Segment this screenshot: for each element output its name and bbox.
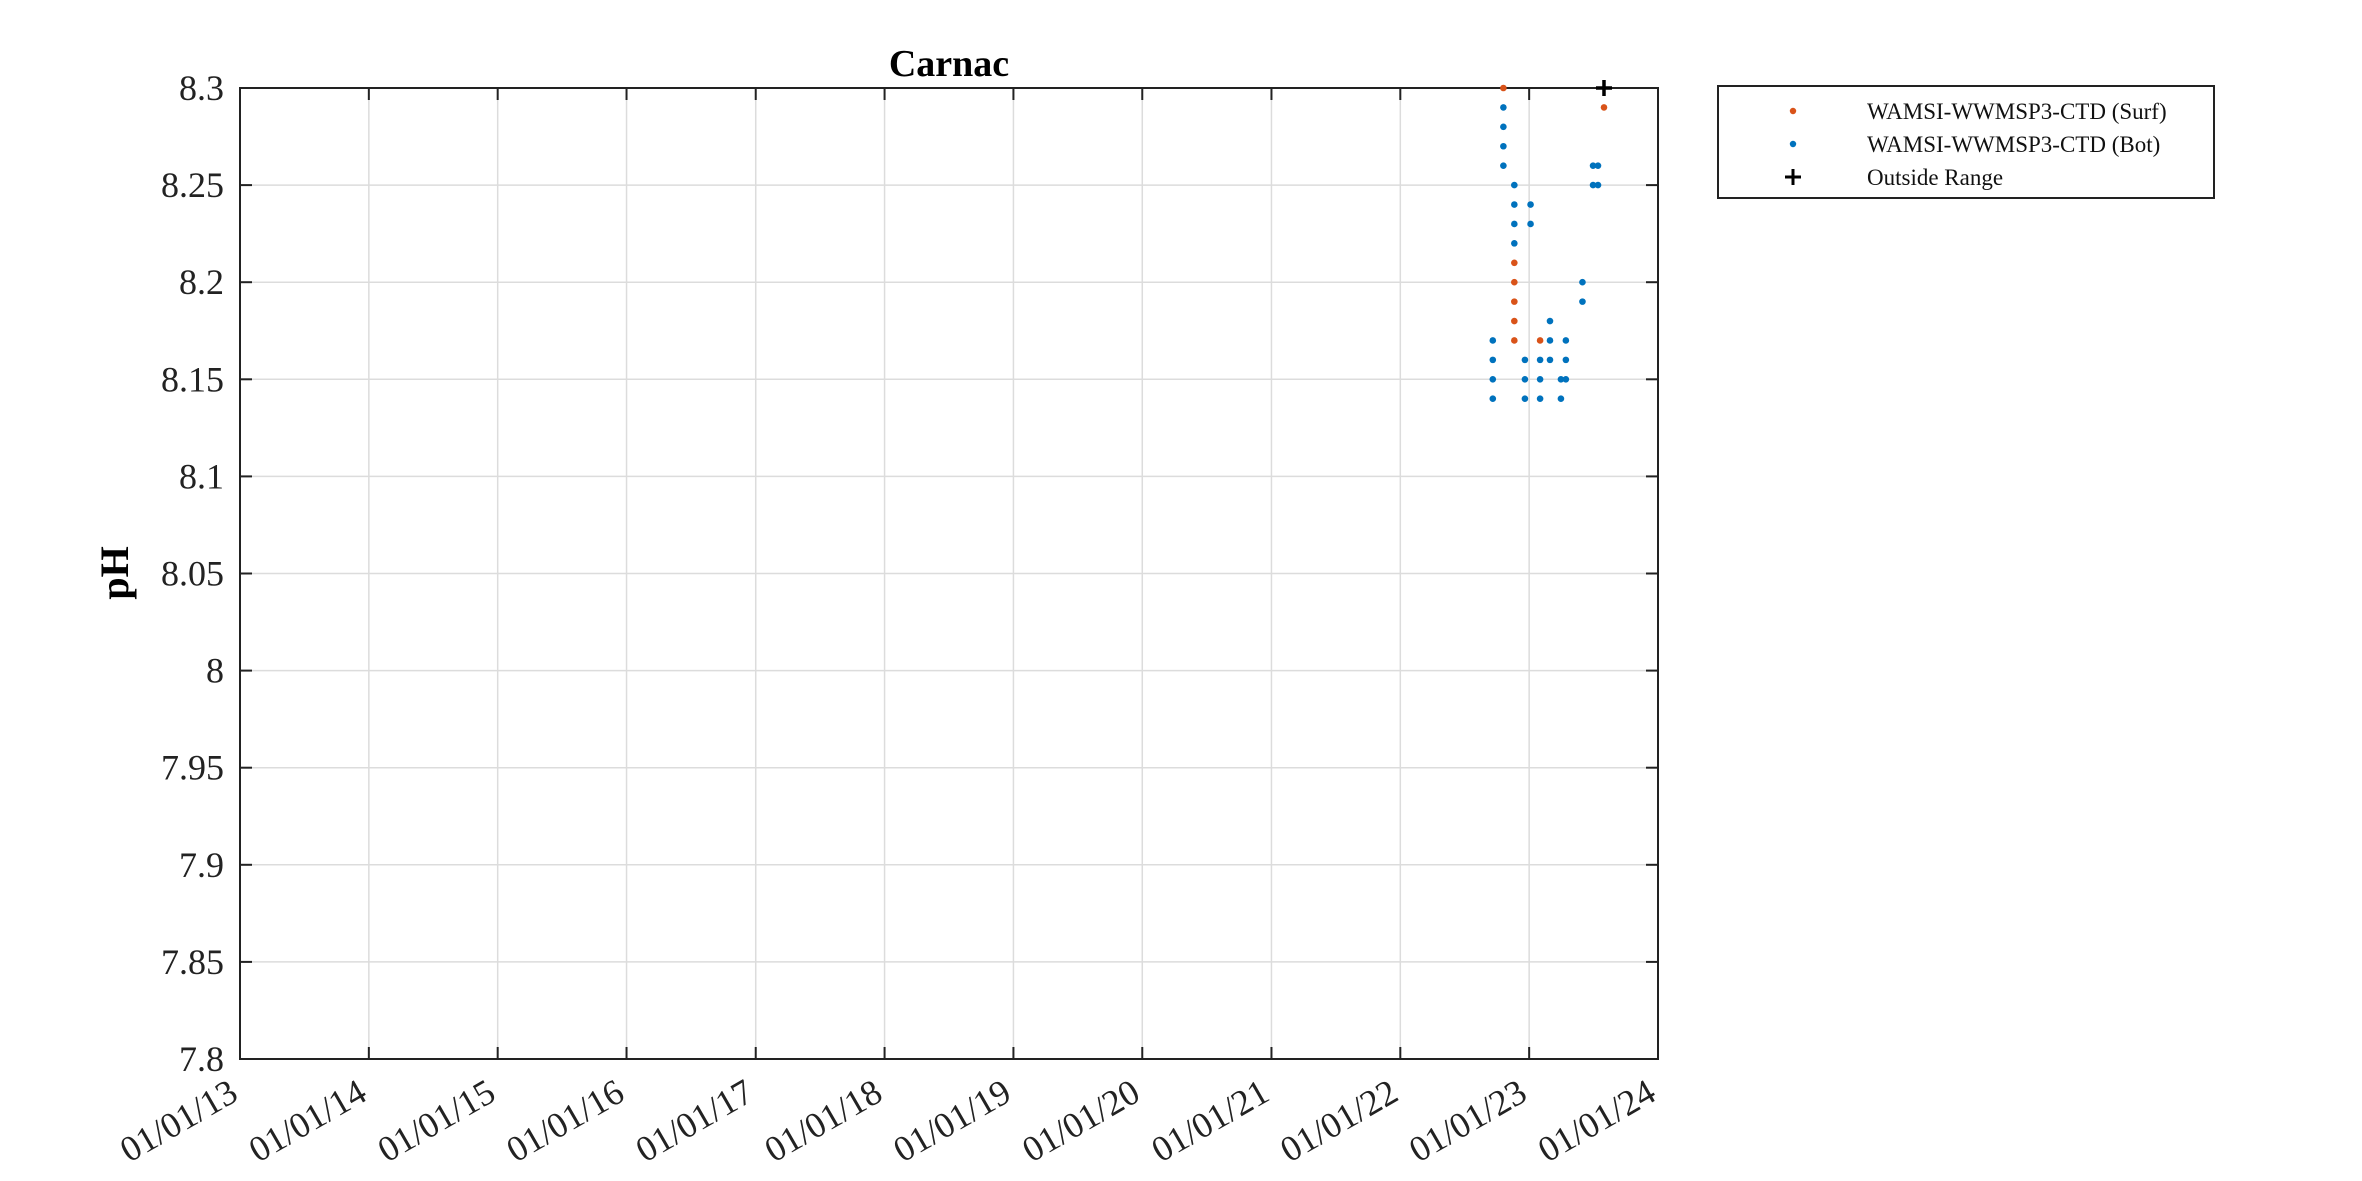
bot-data-point bbox=[1527, 220, 1534, 228]
x-tick-label: 01/01/15 bbox=[371, 1071, 502, 1170]
bot-data-point bbox=[1489, 395, 1497, 403]
bot-data-point bbox=[1562, 337, 1570, 344]
surf-data-point bbox=[1511, 337, 1518, 344]
y-tick-label: 8.2 bbox=[179, 262, 224, 302]
bot-data-point bbox=[1511, 181, 1518, 189]
surf-data-point bbox=[1511, 317, 1518, 325]
surf-data-point bbox=[1511, 298, 1518, 305]
x-tick-label: 01/01/23 bbox=[1402, 1071, 1533, 1170]
bot-data-point bbox=[1536, 395, 1544, 403]
legend-label-surf: WAMSI-WWMSP3-CTD (Surf) bbox=[1867, 99, 2167, 124]
bot-data-point bbox=[1557, 376, 1565, 383]
bot-data-point bbox=[1500, 142, 1507, 150]
legend-marker-bot bbox=[1789, 140, 1797, 148]
chart-title: Carnac bbox=[889, 43, 1009, 85]
bot-data-point bbox=[1594, 162, 1602, 169]
bot-data-point bbox=[1521, 395, 1529, 403]
surf-data-point bbox=[1500, 84, 1507, 92]
bot-data-point bbox=[1521, 376, 1529, 383]
x-tick-label: 01/01/13 bbox=[113, 1071, 244, 1170]
y-tick-label: 7.8 bbox=[179, 1039, 224, 1079]
y-tick-label: 8.25 bbox=[161, 165, 224, 205]
outside-range-marker bbox=[1595, 80, 1612, 96]
x-tick-label: 01/01/16 bbox=[500, 1071, 631, 1170]
bot-data-point bbox=[1500, 123, 1507, 131]
x-tick-label: 01/01/14 bbox=[242, 1071, 373, 1170]
bot-data-point bbox=[1589, 181, 1597, 189]
bot-data-point bbox=[1489, 337, 1497, 344]
legend-label-bot: WAMSI-WWMSP3-CTD (Bot) bbox=[1867, 132, 2160, 157]
bot-data-point bbox=[1500, 162, 1507, 169]
legend-label-outside-range: Outside Range bbox=[1867, 165, 2003, 190]
y-tick-label: 8.1 bbox=[179, 456, 224, 496]
legend-marker-surf bbox=[1789, 107, 1797, 115]
y-tick-label: 7.95 bbox=[161, 748, 224, 788]
x-axis-ticks: 01/01/1301/01/1401/01/1501/01/1601/01/17… bbox=[113, 88, 1662, 1170]
legend-entry-bot: WAMSI-WWMSP3-CTD (Bot) bbox=[1789, 132, 2160, 157]
bot-data-point bbox=[1546, 317, 1554, 325]
y-tick-label: 8.05 bbox=[161, 554, 224, 594]
bot-data-point bbox=[1594, 181, 1602, 189]
legend-entry-outside-range: Outside Range bbox=[1785, 165, 2003, 190]
y-tick-label: 7.9 bbox=[179, 845, 224, 885]
bot-data-point bbox=[1546, 337, 1554, 344]
bot-data-point bbox=[1536, 356, 1544, 364]
x-tick-label: 01/01/18 bbox=[758, 1071, 889, 1170]
legend: WAMSI-WWMSP3-CTD (Surf) WAMSI-WWMSP3-CTD… bbox=[1717, 85, 2215, 199]
bot-data-point bbox=[1521, 356, 1529, 364]
bot-data-point bbox=[1500, 104, 1507, 111]
surf-data-point bbox=[1536, 337, 1544, 344]
x-tick-label: 01/01/22 bbox=[1273, 1071, 1404, 1170]
surf-data-point bbox=[1511, 278, 1518, 286]
legend-box bbox=[1717, 85, 2215, 199]
x-tick-label: 01/01/17 bbox=[629, 1071, 760, 1170]
x-tick-label: 01/01/21 bbox=[1145, 1071, 1276, 1170]
surf-data-point bbox=[1600, 104, 1608, 111]
bot-data-point bbox=[1536, 376, 1544, 383]
bot-data-point bbox=[1511, 220, 1518, 228]
bot-data-point bbox=[1562, 356, 1570, 364]
bot-data-point bbox=[1489, 356, 1497, 364]
bot-data-point bbox=[1579, 278, 1586, 286]
x-tick-label: 01/01/19 bbox=[887, 1071, 1018, 1170]
data-points bbox=[1489, 80, 1612, 403]
legend-entry-surf: WAMSI-WWMSP3-CTD (Surf) bbox=[1789, 99, 2167, 124]
bot-data-point bbox=[1489, 376, 1497, 383]
legend-marker-outside-range bbox=[1785, 169, 1801, 185]
x-tick-label: 01/01/20 bbox=[1015, 1071, 1146, 1170]
y-axis-label: pH bbox=[92, 546, 137, 599]
bot-data-point bbox=[1527, 201, 1534, 208]
y-tick-label: 8.3 bbox=[179, 68, 224, 108]
surf-data-point bbox=[1511, 259, 1518, 267]
grid bbox=[240, 88, 1658, 1059]
bot-data-point bbox=[1511, 240, 1518, 247]
bot-data-point bbox=[1589, 162, 1597, 169]
y-tick-label: 8 bbox=[206, 651, 224, 691]
bot-data-point bbox=[1511, 201, 1518, 208]
y-tick-label: 8.15 bbox=[161, 359, 224, 399]
bot-data-point bbox=[1562, 376, 1570, 383]
bot-data-point bbox=[1579, 298, 1586, 305]
x-tick-label: 01/01/24 bbox=[1531, 1071, 1662, 1170]
bot-data-point bbox=[1546, 356, 1554, 364]
bot-data-point bbox=[1557, 395, 1565, 403]
y-tick-label: 7.85 bbox=[161, 942, 224, 982]
y-axis-ticks: 7.8 7.85 7.9 7.95 8 8.05 8.1 8.15 8.2 8.25 8.3 bbox=[161, 68, 1658, 1079]
